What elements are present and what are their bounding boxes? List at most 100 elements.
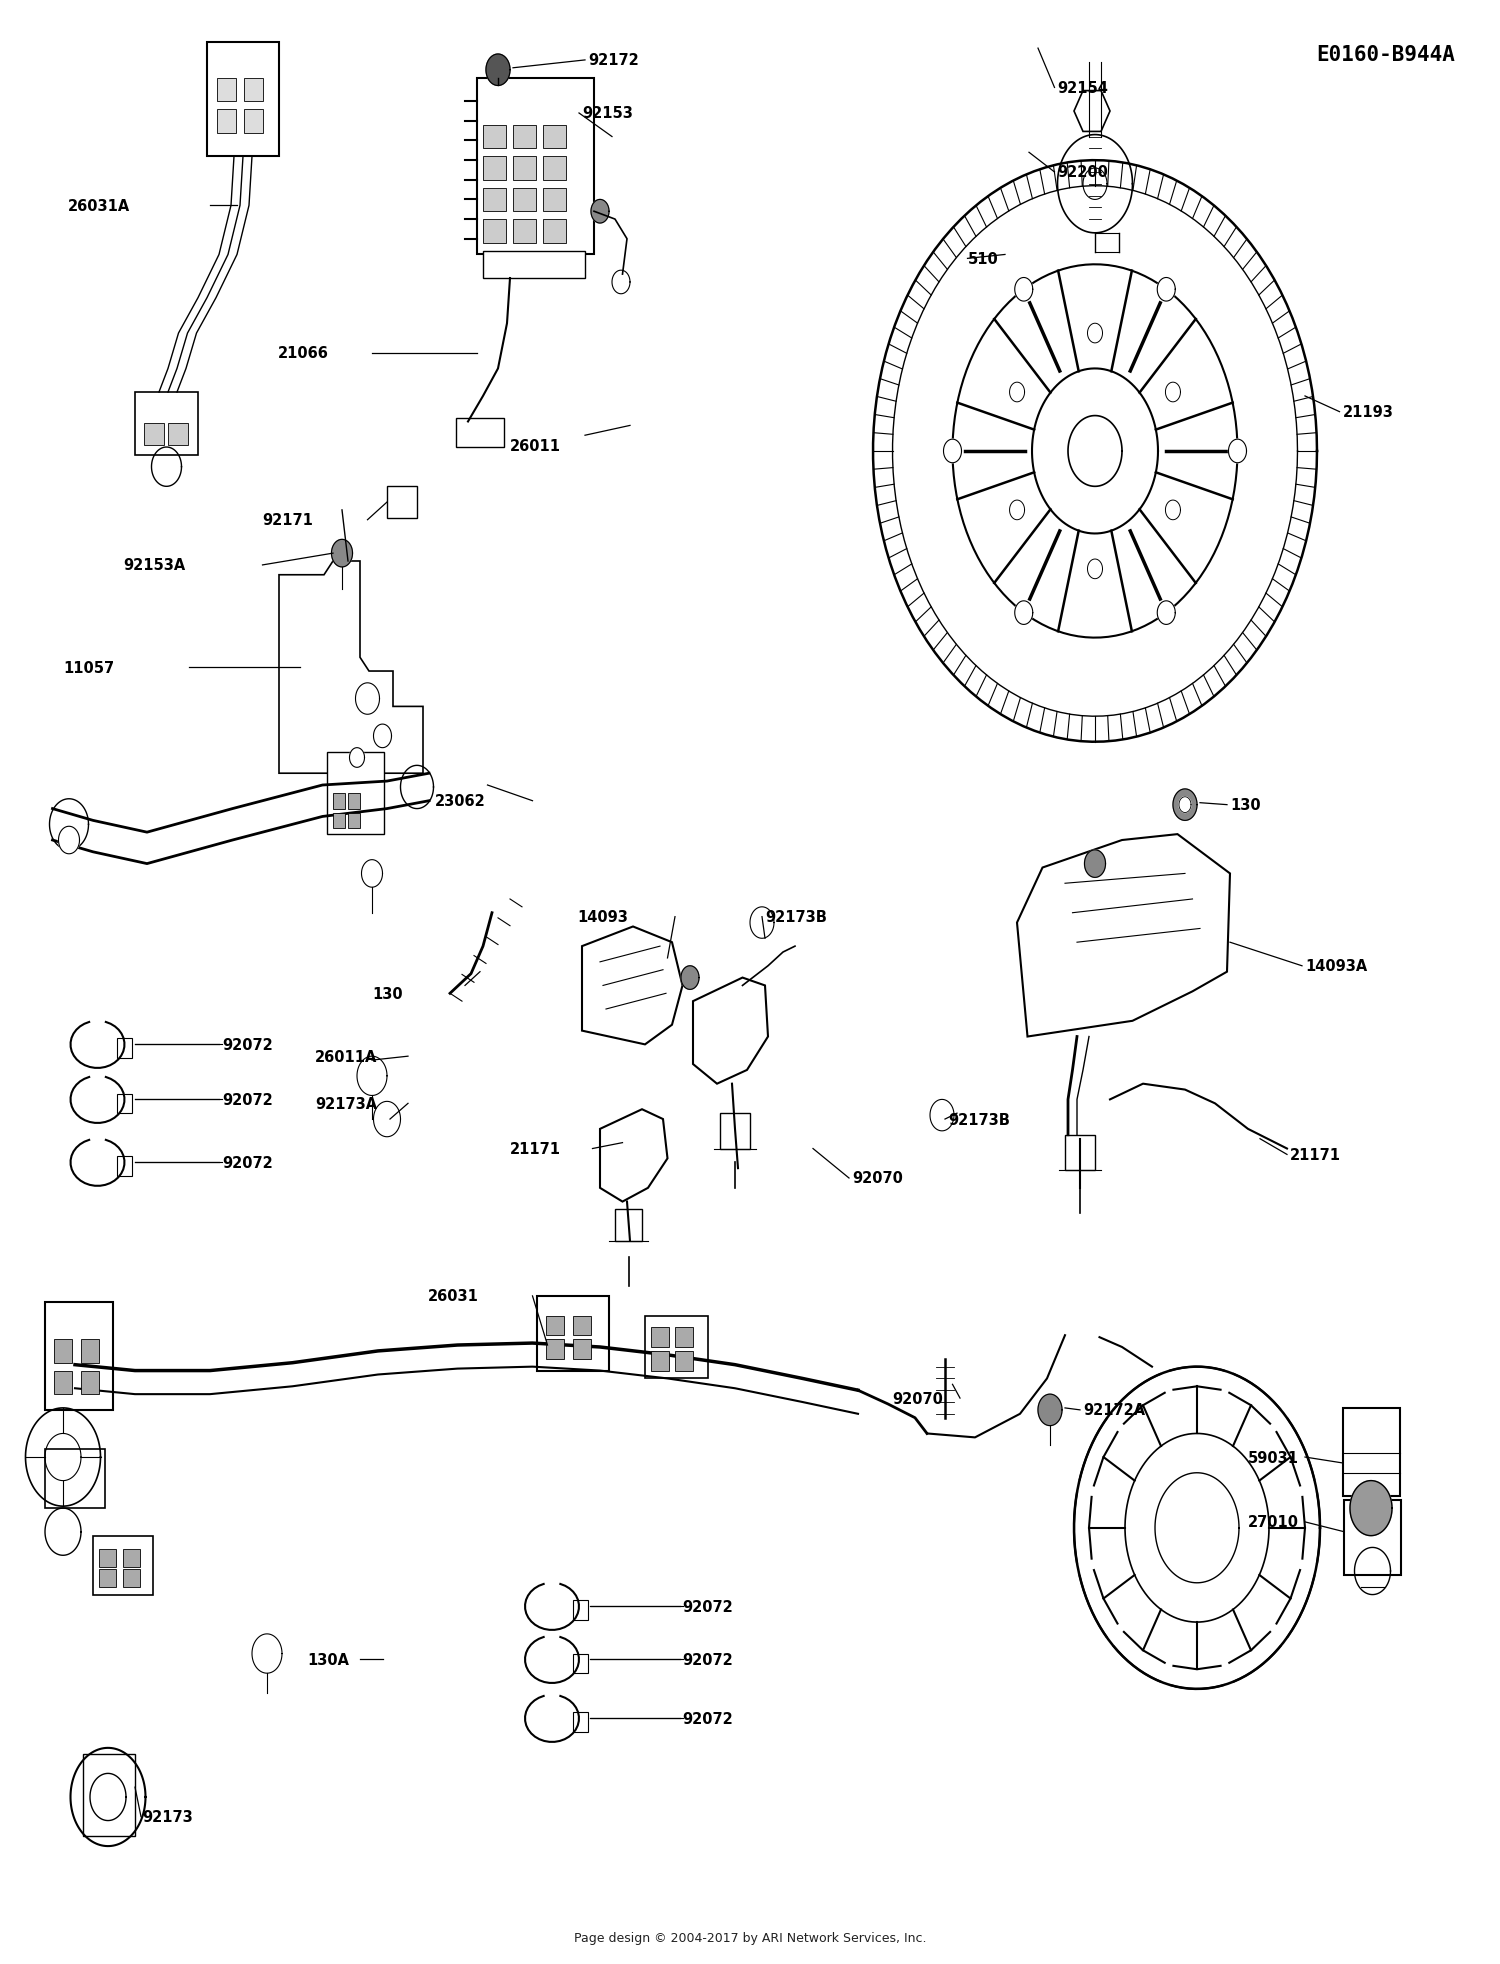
Polygon shape [217,79,236,102]
Text: 26031: 26031 [427,1288,478,1304]
Polygon shape [483,126,506,149]
Text: 92153: 92153 [582,106,633,122]
Polygon shape [333,813,345,829]
Polygon shape [477,79,594,255]
Text: 92173B: 92173B [765,909,826,925]
Polygon shape [645,1316,708,1379]
Text: 130: 130 [372,986,402,1002]
Text: 26011: 26011 [510,438,561,454]
Polygon shape [1017,835,1230,1037]
Polygon shape [513,157,535,181]
Polygon shape [546,1339,564,1359]
Text: 92173: 92173 [142,1809,194,1825]
Polygon shape [123,1569,140,1587]
Polygon shape [99,1569,116,1587]
Polygon shape [54,1371,72,1394]
Polygon shape [651,1328,669,1347]
Polygon shape [333,793,345,809]
Polygon shape [513,220,535,244]
Polygon shape [1350,1481,1392,1536]
Polygon shape [1065,1135,1095,1171]
Polygon shape [1038,1394,1062,1426]
Polygon shape [45,1449,105,1508]
Polygon shape [1074,92,1110,132]
Text: 92072: 92072 [682,1711,734,1726]
Polygon shape [573,1339,591,1359]
Polygon shape [374,725,392,748]
Polygon shape [1173,790,1197,821]
Polygon shape [1155,1473,1239,1583]
Polygon shape [58,827,80,854]
Text: 510: 510 [968,251,999,267]
Polygon shape [123,1550,140,1567]
Text: 130: 130 [1230,797,1260,813]
Polygon shape [1016,601,1032,625]
Polygon shape [45,1302,112,1410]
Text: 92172A: 92172A [1083,1402,1144,1418]
Text: 26031A: 26031A [68,198,129,214]
Polygon shape [81,1339,99,1363]
Text: 92200: 92200 [1058,165,1108,181]
Text: 130A: 130A [308,1652,350,1667]
Polygon shape [543,220,566,244]
Polygon shape [573,1654,588,1673]
Polygon shape [54,1339,72,1363]
Text: 21066: 21066 [278,346,328,361]
Polygon shape [681,966,699,990]
Polygon shape [456,418,504,448]
Polygon shape [332,540,352,568]
Polygon shape [387,487,417,518]
Polygon shape [348,793,360,809]
Polygon shape [651,1351,669,1371]
Polygon shape [117,1039,132,1059]
Polygon shape [1016,279,1032,302]
Polygon shape [483,157,506,181]
Polygon shape [1228,440,1246,464]
Polygon shape [117,1094,132,1114]
Polygon shape [1158,601,1176,625]
Text: 92070: 92070 [892,1391,944,1406]
Polygon shape [1166,501,1180,520]
Text: 26011A: 26011A [315,1049,378,1064]
Polygon shape [483,220,506,244]
Text: 92171: 92171 [262,513,314,528]
Polygon shape [1344,1500,1401,1575]
Polygon shape [244,110,262,134]
Polygon shape [244,79,262,102]
Text: 92153A: 92153A [123,558,186,573]
Polygon shape [217,110,236,134]
Text: 92072: 92072 [222,1037,273,1053]
Polygon shape [168,424,188,446]
Text: 14093A: 14093A [1305,958,1368,974]
Polygon shape [513,189,535,212]
Polygon shape [944,440,962,464]
Polygon shape [573,1601,588,1620]
Polygon shape [513,126,535,149]
Polygon shape [135,393,198,456]
Text: 21171: 21171 [510,1141,561,1157]
Text: 21193: 21193 [1342,405,1394,420]
Polygon shape [1084,850,1106,878]
Polygon shape [1166,383,1180,403]
Text: 92070: 92070 [852,1171,903,1186]
Polygon shape [546,1316,564,1336]
Text: 92072: 92072 [682,1599,734,1614]
Polygon shape [693,978,768,1084]
Polygon shape [81,1371,99,1394]
Text: 23062: 23062 [435,793,486,809]
Polygon shape [582,927,682,1045]
Polygon shape [591,200,609,224]
Text: Page design © 2004-2017 by ARI Network Services, Inc.: Page design © 2004-2017 by ARI Network S… [573,1931,926,1944]
Polygon shape [543,126,566,149]
Polygon shape [600,1110,668,1202]
Polygon shape [356,683,380,715]
Polygon shape [573,1316,591,1336]
Polygon shape [483,251,585,279]
Text: 59031: 59031 [1248,1449,1299,1465]
Polygon shape [1342,1408,1400,1497]
Text: 21171: 21171 [1290,1147,1341,1163]
Polygon shape [327,752,384,835]
Polygon shape [1158,279,1176,302]
Text: E0160-B944A: E0160-B944A [1316,45,1455,65]
Polygon shape [1179,797,1191,813]
